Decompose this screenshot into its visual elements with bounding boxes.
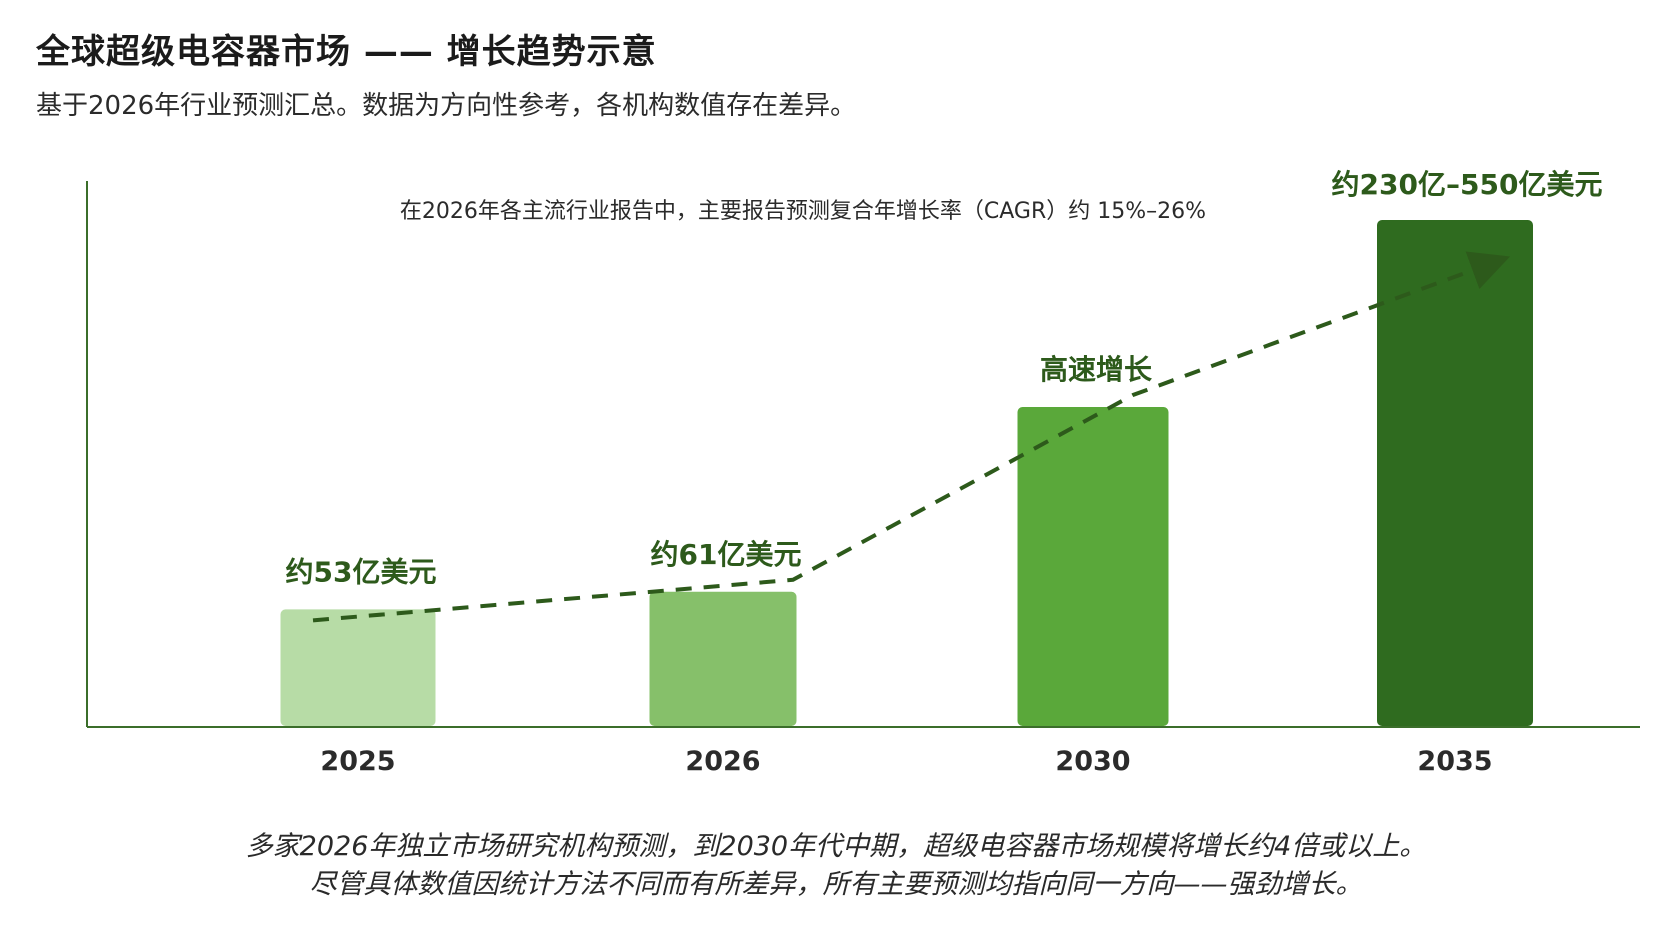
page-title: 全球超级电容器市场 —— 增长趋势示意 [36, 32, 657, 72]
footnote-line-2: 尽管具体数值因统计方法不同而有所差异，所有主要预测均指向同一方向——强劲增长。 [309, 869, 1363, 900]
trend-line [312, 251, 1511, 623]
x-tick-label: 2025 [320, 746, 395, 777]
data-label: 约53亿美元 [286, 555, 437, 588]
x-tick-label: 2035 [1417, 746, 1492, 777]
bar-2030 [1017, 407, 1169, 726]
footnote-line-1: 多家2026年独立市场研究机构预测，到2030年代中期，超级电容器市场规模将增长… [245, 831, 1427, 862]
bar-2035 [1377, 220, 1533, 726]
x-tick-label: 2030 [1055, 746, 1130, 777]
data-label: 约230亿–550亿美元 [1332, 168, 1603, 201]
cagr-annotation: 在2026年各主流行业报告中，主要报告预测复合年增长率（CAGR）约 15%–2… [400, 199, 1206, 224]
bar-2025 [280, 609, 436, 726]
page-subtitle: 基于2026年行业预测汇总。数据为方向性参考，各机构数值存在差异。 [36, 91, 857, 121]
data-label: 约61亿美元 [651, 538, 802, 571]
footnote: 多家2026年独立市场研究机构预测，到2030年代中期，超级电容器市场规模将增长… [0, 828, 1672, 904]
data-label: 高速增长 [1040, 353, 1152, 386]
x-tick-label: 2026 [685, 746, 760, 777]
bar-2026 [649, 591, 797, 726]
